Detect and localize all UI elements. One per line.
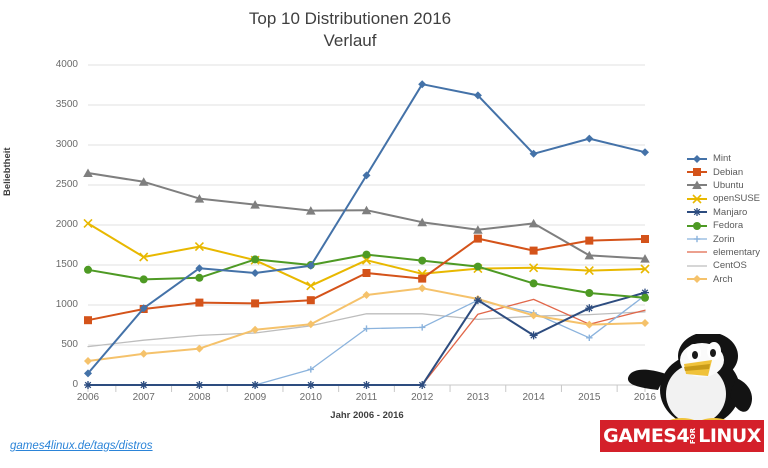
x-tick-label: 2013	[466, 392, 490, 403]
legend-label: Ubuntu	[713, 179, 744, 191]
tux-penguin-icon	[627, 332, 752, 430]
legend-label: CentOS	[713, 260, 747, 272]
y-tick-label: 3000	[55, 139, 78, 150]
legend-item-debian[interactable]: Debian	[686, 165, 768, 178]
legend-key-triangle-icon	[687, 180, 707, 190]
y-tick-label: 0	[72, 379, 78, 390]
source-link[interactable]: games4linux.de/tags/distros	[10, 440, 153, 452]
logo-banner: GAMES4 FOR LINUX	[600, 420, 764, 452]
gridlines	[88, 64, 645, 386]
legend-label: Manjaro	[713, 206, 748, 218]
legend-key-cross-icon	[687, 194, 707, 204]
x-tick-label: 2011	[355, 392, 378, 403]
x-tick-label: 2014	[522, 392, 545, 403]
series-mint	[84, 80, 649, 378]
y-tick-label: 1500	[55, 259, 78, 270]
legend-key-line-icon	[687, 251, 707, 254]
legend-label: Arch	[713, 273, 733, 285]
legend-key-asterisk-icon	[687, 208, 707, 217]
legend-label: elementary	[713, 246, 760, 258]
legend-key-diamond-icon	[687, 275, 707, 284]
legend-label: Mint	[713, 153, 731, 165]
legend-item-manjaro[interactable]: Manjaro	[686, 206, 768, 219]
x-tick-label: 2010	[299, 392, 322, 403]
y-tick-label: 2500	[55, 179, 78, 190]
legend-item-opensuse[interactable]: openSUSE	[686, 192, 768, 205]
y-tick-label: 1000	[55, 299, 78, 310]
x-tick-label: 2012	[411, 392, 434, 403]
legend-item-mint[interactable]: Mint	[686, 152, 768, 165]
x-tick-label: 2015	[578, 392, 601, 403]
legend-label: Fedora	[713, 220, 744, 232]
logo-word-for: FOR	[689, 427, 698, 445]
legend-key-square-icon	[687, 168, 707, 177]
legend-key-plus-icon	[687, 235, 707, 243]
series-lines	[83, 80, 650, 389]
x-axis-title: Jahr 2006 - 2016	[330, 410, 404, 421]
y-tick-label: 2000	[55, 219, 78, 230]
chart-title: Top 10 Distributionen 2016 Verlauf	[0, 8, 700, 52]
legend-item-ubuntu[interactable]: Ubuntu	[686, 179, 768, 192]
series-ubuntu	[83, 168, 650, 263]
y-tick-label: 500	[61, 339, 78, 350]
legend-key-diamond-icon	[687, 154, 707, 163]
legend-item-centos[interactable]: CentOS	[686, 259, 768, 272]
chart-title-line2: Verlauf	[323, 31, 377, 50]
legend-item-arch[interactable]: Arch	[686, 273, 768, 286]
site-logo[interactable]: GAMES4 FOR LINUX	[596, 332, 768, 464]
legend-label: Zorin	[713, 233, 735, 245]
legend-item-elementary[interactable]: elementary	[686, 246, 768, 259]
legend-item-zorin[interactable]: Zorin	[686, 232, 768, 245]
y-tick-label: 4000	[55, 59, 78, 70]
legend-item-fedora[interactable]: Fedora	[686, 219, 768, 232]
legend-key-circle-icon	[687, 221, 707, 230]
legend: Mint Debian Ubuntu openSUSE Manjaro Fedora Zor…	[686, 152, 768, 286]
chart-title-line1: Top 10 Distributionen 2016	[248, 9, 452, 28]
x-tick-label: 2016	[633, 392, 657, 403]
x-tick-label: 2008	[188, 392, 211, 403]
x-tick-label: 2009	[243, 392, 267, 403]
series-manjaro	[84, 288, 649, 389]
logo-text: GAMES4 FOR LINUX	[603, 425, 761, 447]
x-tick-label: 2007	[132, 392, 155, 403]
logo-word-linux: LINUX	[698, 425, 761, 447]
legend-label: Debian	[713, 166, 744, 178]
series-centos	[87, 311, 646, 348]
logo-word-games4: GAMES4	[603, 425, 690, 447]
series-arch	[84, 284, 649, 365]
y-tick-label: 3500	[55, 99, 78, 110]
series-elementary	[87, 298, 646, 386]
legend-key-line-icon	[687, 265, 707, 267]
legend-label: openSUSE	[713, 193, 761, 205]
x-tick-label: 2006	[76, 392, 100, 403]
